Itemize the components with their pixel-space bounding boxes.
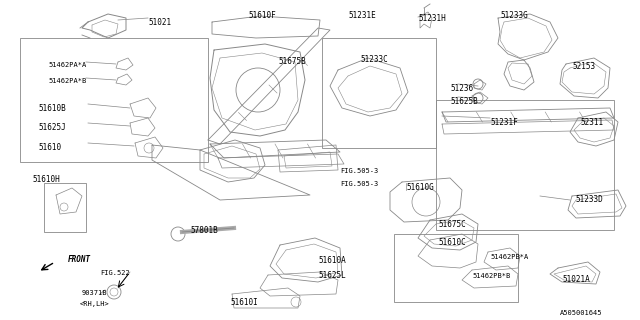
Text: <RH,LH>: <RH,LH>	[80, 301, 109, 307]
Text: 51231F: 51231F	[490, 118, 518, 127]
Text: 51675B: 51675B	[278, 57, 306, 66]
Text: 51625J: 51625J	[38, 123, 66, 132]
Text: 51610B: 51610B	[38, 104, 66, 113]
Text: 57801B: 57801B	[190, 226, 218, 235]
Text: 90371B: 90371B	[82, 290, 108, 296]
Text: 51610F: 51610F	[248, 11, 276, 20]
Text: 51233C: 51233C	[360, 55, 388, 64]
Text: FIG.505-3: FIG.505-3	[340, 181, 378, 187]
Text: 51021A: 51021A	[562, 275, 589, 284]
Text: 51610: 51610	[38, 143, 61, 152]
Text: 51231E: 51231E	[348, 11, 376, 20]
Text: 51610I: 51610I	[230, 298, 258, 307]
Text: 52311: 52311	[580, 118, 603, 127]
Text: 51233G: 51233G	[500, 11, 528, 20]
Text: 51625L: 51625L	[318, 271, 346, 280]
Text: 51610H: 51610H	[32, 175, 60, 184]
Bar	[436, 100, 614, 230]
Text: 51462PB*A: 51462PB*A	[490, 254, 528, 260]
Text: 51675C: 51675C	[438, 220, 466, 229]
Bar	[394, 234, 518, 302]
Text: 51462PA*B: 51462PA*B	[48, 78, 86, 84]
Text: 51021: 51021	[148, 18, 171, 27]
Text: 51231H: 51231H	[418, 14, 445, 23]
Text: 51236: 51236	[450, 84, 473, 93]
Text: 51610G: 51610G	[406, 183, 434, 192]
Text: 52153: 52153	[572, 62, 595, 71]
Text: 51610A: 51610A	[318, 256, 346, 265]
Bar	[20, 38, 208, 162]
Text: 51233D: 51233D	[575, 195, 603, 204]
Bar	[322, 38, 436, 148]
Text: FRONT: FRONT	[68, 255, 91, 264]
Text: 51610C: 51610C	[438, 238, 466, 247]
Text: A505001645: A505001645	[560, 310, 602, 316]
Text: FIG.522: FIG.522	[100, 270, 130, 276]
Text: 51625B: 51625B	[450, 97, 477, 106]
Bar	[44, 183, 86, 232]
Text: 51462PB*B: 51462PB*B	[472, 273, 510, 279]
Text: FIG.505-3: FIG.505-3	[340, 168, 378, 174]
Text: 51462PA*A: 51462PA*A	[48, 62, 86, 68]
